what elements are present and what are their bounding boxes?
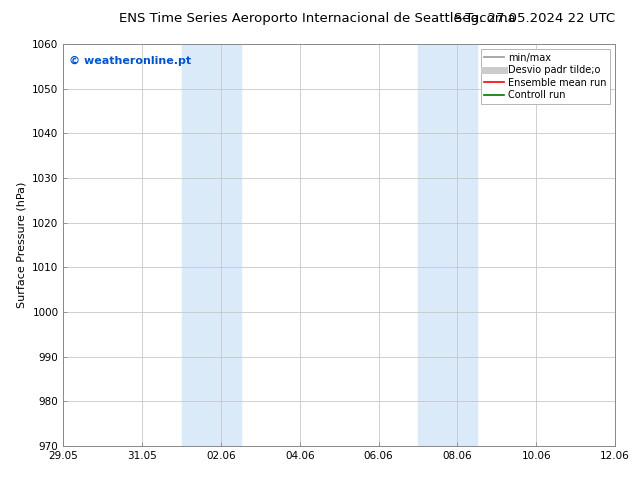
Text: © weatheronline.pt: © weatheronline.pt <box>69 56 191 66</box>
Text: Seg. 27.05.2024 22 UTC: Seg. 27.05.2024 22 UTC <box>454 12 615 25</box>
Text: ENS Time Series Aeroporto Internacional de Seattle-Tacoma: ENS Time Series Aeroporto Internacional … <box>119 12 515 25</box>
Legend: min/max, Desvio padr tilde;o, Ensemble mean run, Controll run: min/max, Desvio padr tilde;o, Ensemble m… <box>481 49 610 104</box>
Bar <box>181 44 241 446</box>
Y-axis label: Surface Pressure (hPa): Surface Pressure (hPa) <box>16 182 27 308</box>
Bar <box>418 44 477 446</box>
